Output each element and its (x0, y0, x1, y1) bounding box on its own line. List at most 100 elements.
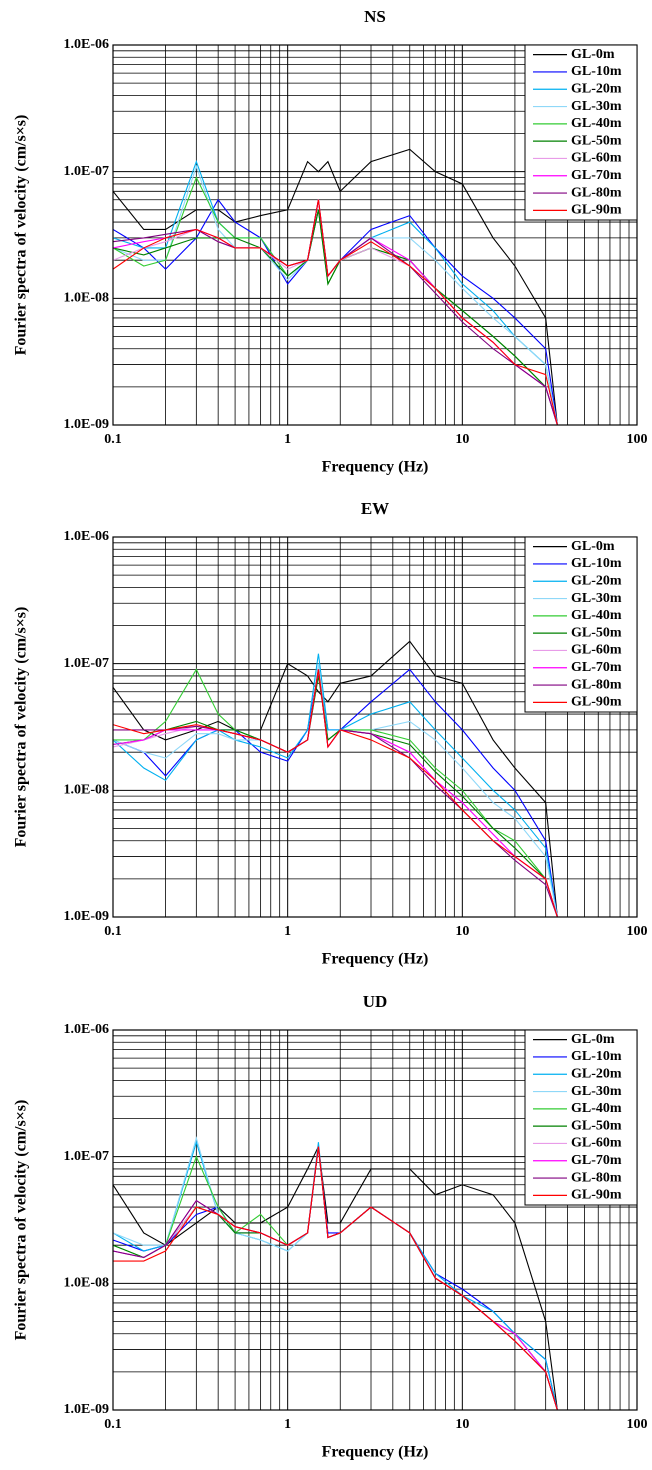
series-line (113, 669, 558, 918)
y-tick-label: 1.0E-09 (64, 909, 110, 924)
series-line (112, 1144, 558, 1411)
legend-label: GL-80m (571, 1170, 622, 1185)
x-tick-label: 100 (627, 1417, 648, 1432)
chart: UD 0.1 1 10 100 1.0E-09 1.0E-08 1.0E-07 1.0E-06 F… (13, 992, 648, 1461)
legend-label: GL-10m (571, 1049, 622, 1064)
chart-title: UD (363, 992, 388, 1011)
legend-label: GL-0m (571, 47, 615, 62)
plot-frame (112, 44, 638, 426)
legend-box (524, 44, 638, 221)
x-axis-title: Frequency (Hz) (322, 951, 429, 968)
legend-label: GL-90m (571, 1188, 622, 1203)
legend-label: GL-50m (571, 625, 622, 640)
legend-label: GL-70m (571, 1153, 622, 1168)
series-line (112, 653, 558, 918)
series-line (112, 1140, 558, 1411)
legend-box (524, 1029, 638, 1206)
series-line (112, 1146, 558, 1411)
legend: GL-0m GL-10m GL-20m GL-30m GL-40m GL-50m GL-60… (524, 536, 638, 713)
x-tick-label: 0.1 (104, 924, 122, 939)
x-tick-label: 10 (455, 432, 469, 447)
legend: GL-0m GL-10m GL-20m GL-30m GL-40m GL-50m GL-60… (524, 1029, 638, 1206)
y-axis-title: Fourier spectra of velocity (cm/s×s) (13, 115, 30, 356)
y-tick-label: 1.0E-06 (64, 37, 110, 52)
legend-label: GL-60m (571, 151, 622, 166)
legend-label: GL-60m (571, 1136, 622, 1151)
legend-label: GL-50m (571, 133, 622, 148)
legend-label: GL-90m (571, 203, 622, 218)
legend-label: GL-40m (571, 116, 622, 131)
legend-label: GL-70m (571, 168, 622, 183)
legend-label: GL-20m (571, 573, 622, 588)
series-line (112, 1146, 558, 1411)
y-axis-title: Fourier spectra of velocity (cm/s×s) (13, 1100, 30, 1341)
y-tick-label: 1.0E-07 (64, 656, 110, 671)
series-line (112, 1146, 558, 1411)
legend-label: GL-0m (571, 539, 615, 554)
series-line (112, 1136, 558, 1411)
series-line (112, 640, 558, 918)
legend-label: GL-10m (571, 556, 622, 571)
legend-label: GL-20m (571, 1066, 622, 1081)
legend-label: GL-30m (571, 1084, 622, 1099)
legend-label: GL-60m (571, 643, 622, 658)
x-tick-label: 10 (455, 1417, 469, 1432)
y-tick-label: 1.0E-07 (64, 1149, 110, 1164)
legend-label: GL-70m (571, 660, 622, 675)
legend-label: GL-30m (571, 99, 622, 114)
y-tick-label: 1.0E-08 (64, 291, 110, 306)
series-line (112, 668, 558, 918)
series-line (112, 669, 558, 918)
x-tick-label: 0.1 (104, 1417, 122, 1432)
y-tick-label: 1.0E-08 (64, 1276, 110, 1291)
x-tick-label: 100 (627, 924, 648, 939)
x-tick-label: 10 (455, 924, 469, 939)
x-tick-label: 1 (284, 924, 291, 939)
y-tick-label: 1.0E-09 (64, 1402, 110, 1417)
chart-title: EW (361, 499, 389, 518)
x-axis-title: Frequency (Hz) (322, 1444, 429, 1461)
series-line (112, 160, 558, 426)
legend-label: GL-40m (571, 1101, 622, 1116)
legend-box (524, 536, 638, 713)
legend-label: GL-80m (571, 677, 622, 692)
legend: GL-0m GL-10m GL-20m GL-30m GL-40m GL-50m GL-60… (524, 44, 638, 221)
y-tick-label: 1.0E-06 (64, 529, 110, 544)
series-line (112, 1146, 558, 1411)
series-line (112, 164, 558, 426)
y-tick-label: 1.0E-08 (64, 783, 110, 798)
series-line (112, 669, 558, 918)
x-axis-title: Frequency (Hz) (322, 459, 429, 476)
legend-label: GL-90m (571, 695, 622, 710)
series-line (112, 148, 558, 426)
chart: EW 0.1 1 10 100 1.0E-09 1.0E-08 1.0E-07 1.0E-06 F… (13, 499, 648, 968)
y-tick-label: 1.0E-06 (64, 1022, 110, 1037)
series-line (112, 199, 558, 426)
x-tick-label: 1 (284, 1417, 291, 1432)
legend-label: GL-40m (571, 608, 622, 623)
y-axis-title: Fourier spectra of velocity (cm/s×s) (13, 607, 30, 848)
y-tick-label: 1.0E-07 (64, 164, 110, 179)
series-line (113, 1146, 558, 1411)
legend-label: GL-50m (571, 1118, 622, 1133)
chart-title: NS (364, 7, 386, 26)
x-tick-label: 0.1 (104, 432, 122, 447)
series-line (112, 176, 558, 426)
x-tick-label: 1 (284, 432, 291, 447)
series-line (112, 669, 558, 918)
x-tick-label: 100 (627, 432, 648, 447)
series-line (113, 668, 558, 918)
plot-frame (112, 1029, 638, 1411)
legend-label: GL-10m (571, 64, 622, 79)
series-line (112, 209, 558, 426)
legend-label: GL-0m (571, 1032, 615, 1047)
series-line (112, 1146, 558, 1411)
series-line (112, 1146, 558, 1411)
y-tick-label: 1.0E-09 (64, 417, 110, 432)
legend-label: GL-80m (571, 185, 622, 200)
plot-frame (112, 536, 638, 918)
legend-label: GL-20m (571, 81, 622, 96)
chart: NS 0.1 1 10 100 1.0E-09 1.0E-08 1.0E-07 1.0E-06 F… (13, 7, 648, 476)
